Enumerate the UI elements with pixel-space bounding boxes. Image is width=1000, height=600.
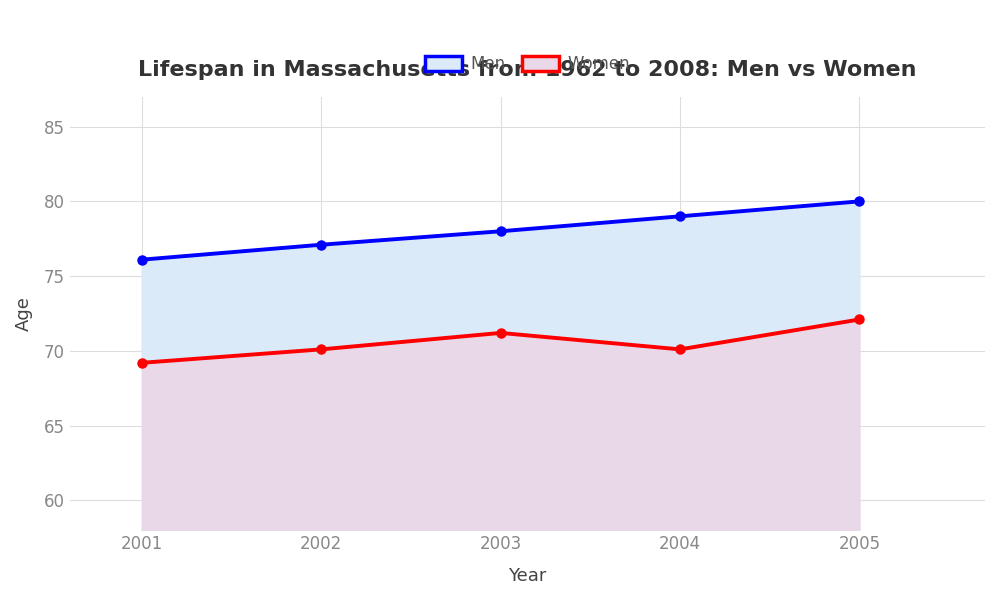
X-axis label: Year: Year	[508, 567, 547, 585]
Legend: Men, Women: Men, Women	[419, 49, 636, 80]
Y-axis label: Age: Age	[15, 296, 33, 331]
Title: Lifespan in Massachusetts from 1962 to 2008: Men vs Women: Lifespan in Massachusetts from 1962 to 2…	[138, 60, 917, 80]
